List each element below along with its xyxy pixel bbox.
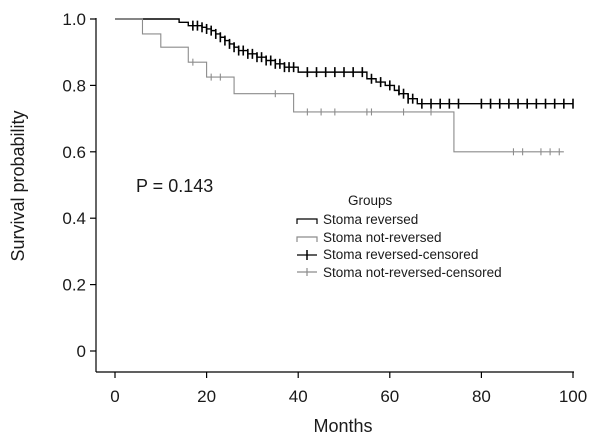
x-tick-label: 60 <box>380 387 399 406</box>
curve-reversed <box>115 18 573 105</box>
censor-marks <box>192 20 574 156</box>
legend-item-stoma-reversed: Stoma reversed <box>296 212 418 227</box>
x-axis-title: Months <box>313 416 372 436</box>
legend-label-not-reversed: Stoma not-reversed <box>323 230 442 245</box>
legend-item-stoma-reversed-censored: Stoma reversed-censored <box>297 247 478 262</box>
x-tick-label: 100 <box>559 387 587 406</box>
legend-swatch-not-reversed <box>296 236 318 242</box>
y-tick-label: 1.0 <box>62 10 86 29</box>
x-axis-ticks: 0 20 40 60 80 100 <box>110 372 587 406</box>
legend-title: Groups <box>348 193 393 208</box>
legend: Groups Stoma reversed Stoma not-reversed… <box>296 193 502 280</box>
legend-swatch-reversed <box>296 218 318 224</box>
x-tick-label: 80 <box>472 387 491 406</box>
legend-label-not-reversed-censored: Stoma not-reversed-censored <box>323 265 502 280</box>
survival-curves <box>115 18 573 153</box>
legend-item-stoma-not-reversed: Stoma not-reversed <box>296 230 442 245</box>
p-value-annotation: P = 0.143 <box>136 176 213 196</box>
y-tick-label: 0.6 <box>62 143 86 162</box>
x-tick-label: 40 <box>289 387 308 406</box>
y-tick-label: 0.4 <box>62 209 86 228</box>
x-tick-label: 0 <box>110 387 119 406</box>
x-tick-label: 20 <box>197 387 216 406</box>
legend-label-reversed-censored: Stoma reversed-censored <box>323 247 478 262</box>
y-tick-label: 0.8 <box>62 76 86 95</box>
plot-area: 0 0.2 0.4 0.6 0.8 1.0 0 20 40 60 80 100 <box>62 10 587 406</box>
y-tick-label: 0 <box>77 342 86 361</box>
y-axis-ticks: 0 0.2 0.4 0.6 0.8 1.0 <box>62 10 96 361</box>
y-axis-title: Survival probability <box>8 110 28 261</box>
curve-not-reversed <box>115 18 564 153</box>
y-tick-label: 0.2 <box>62 276 86 295</box>
legend-label-reversed: Stoma reversed <box>323 212 418 227</box>
legend-item-stoma-not-reversed-censored: Stoma not-reversed-censored <box>297 265 502 280</box>
